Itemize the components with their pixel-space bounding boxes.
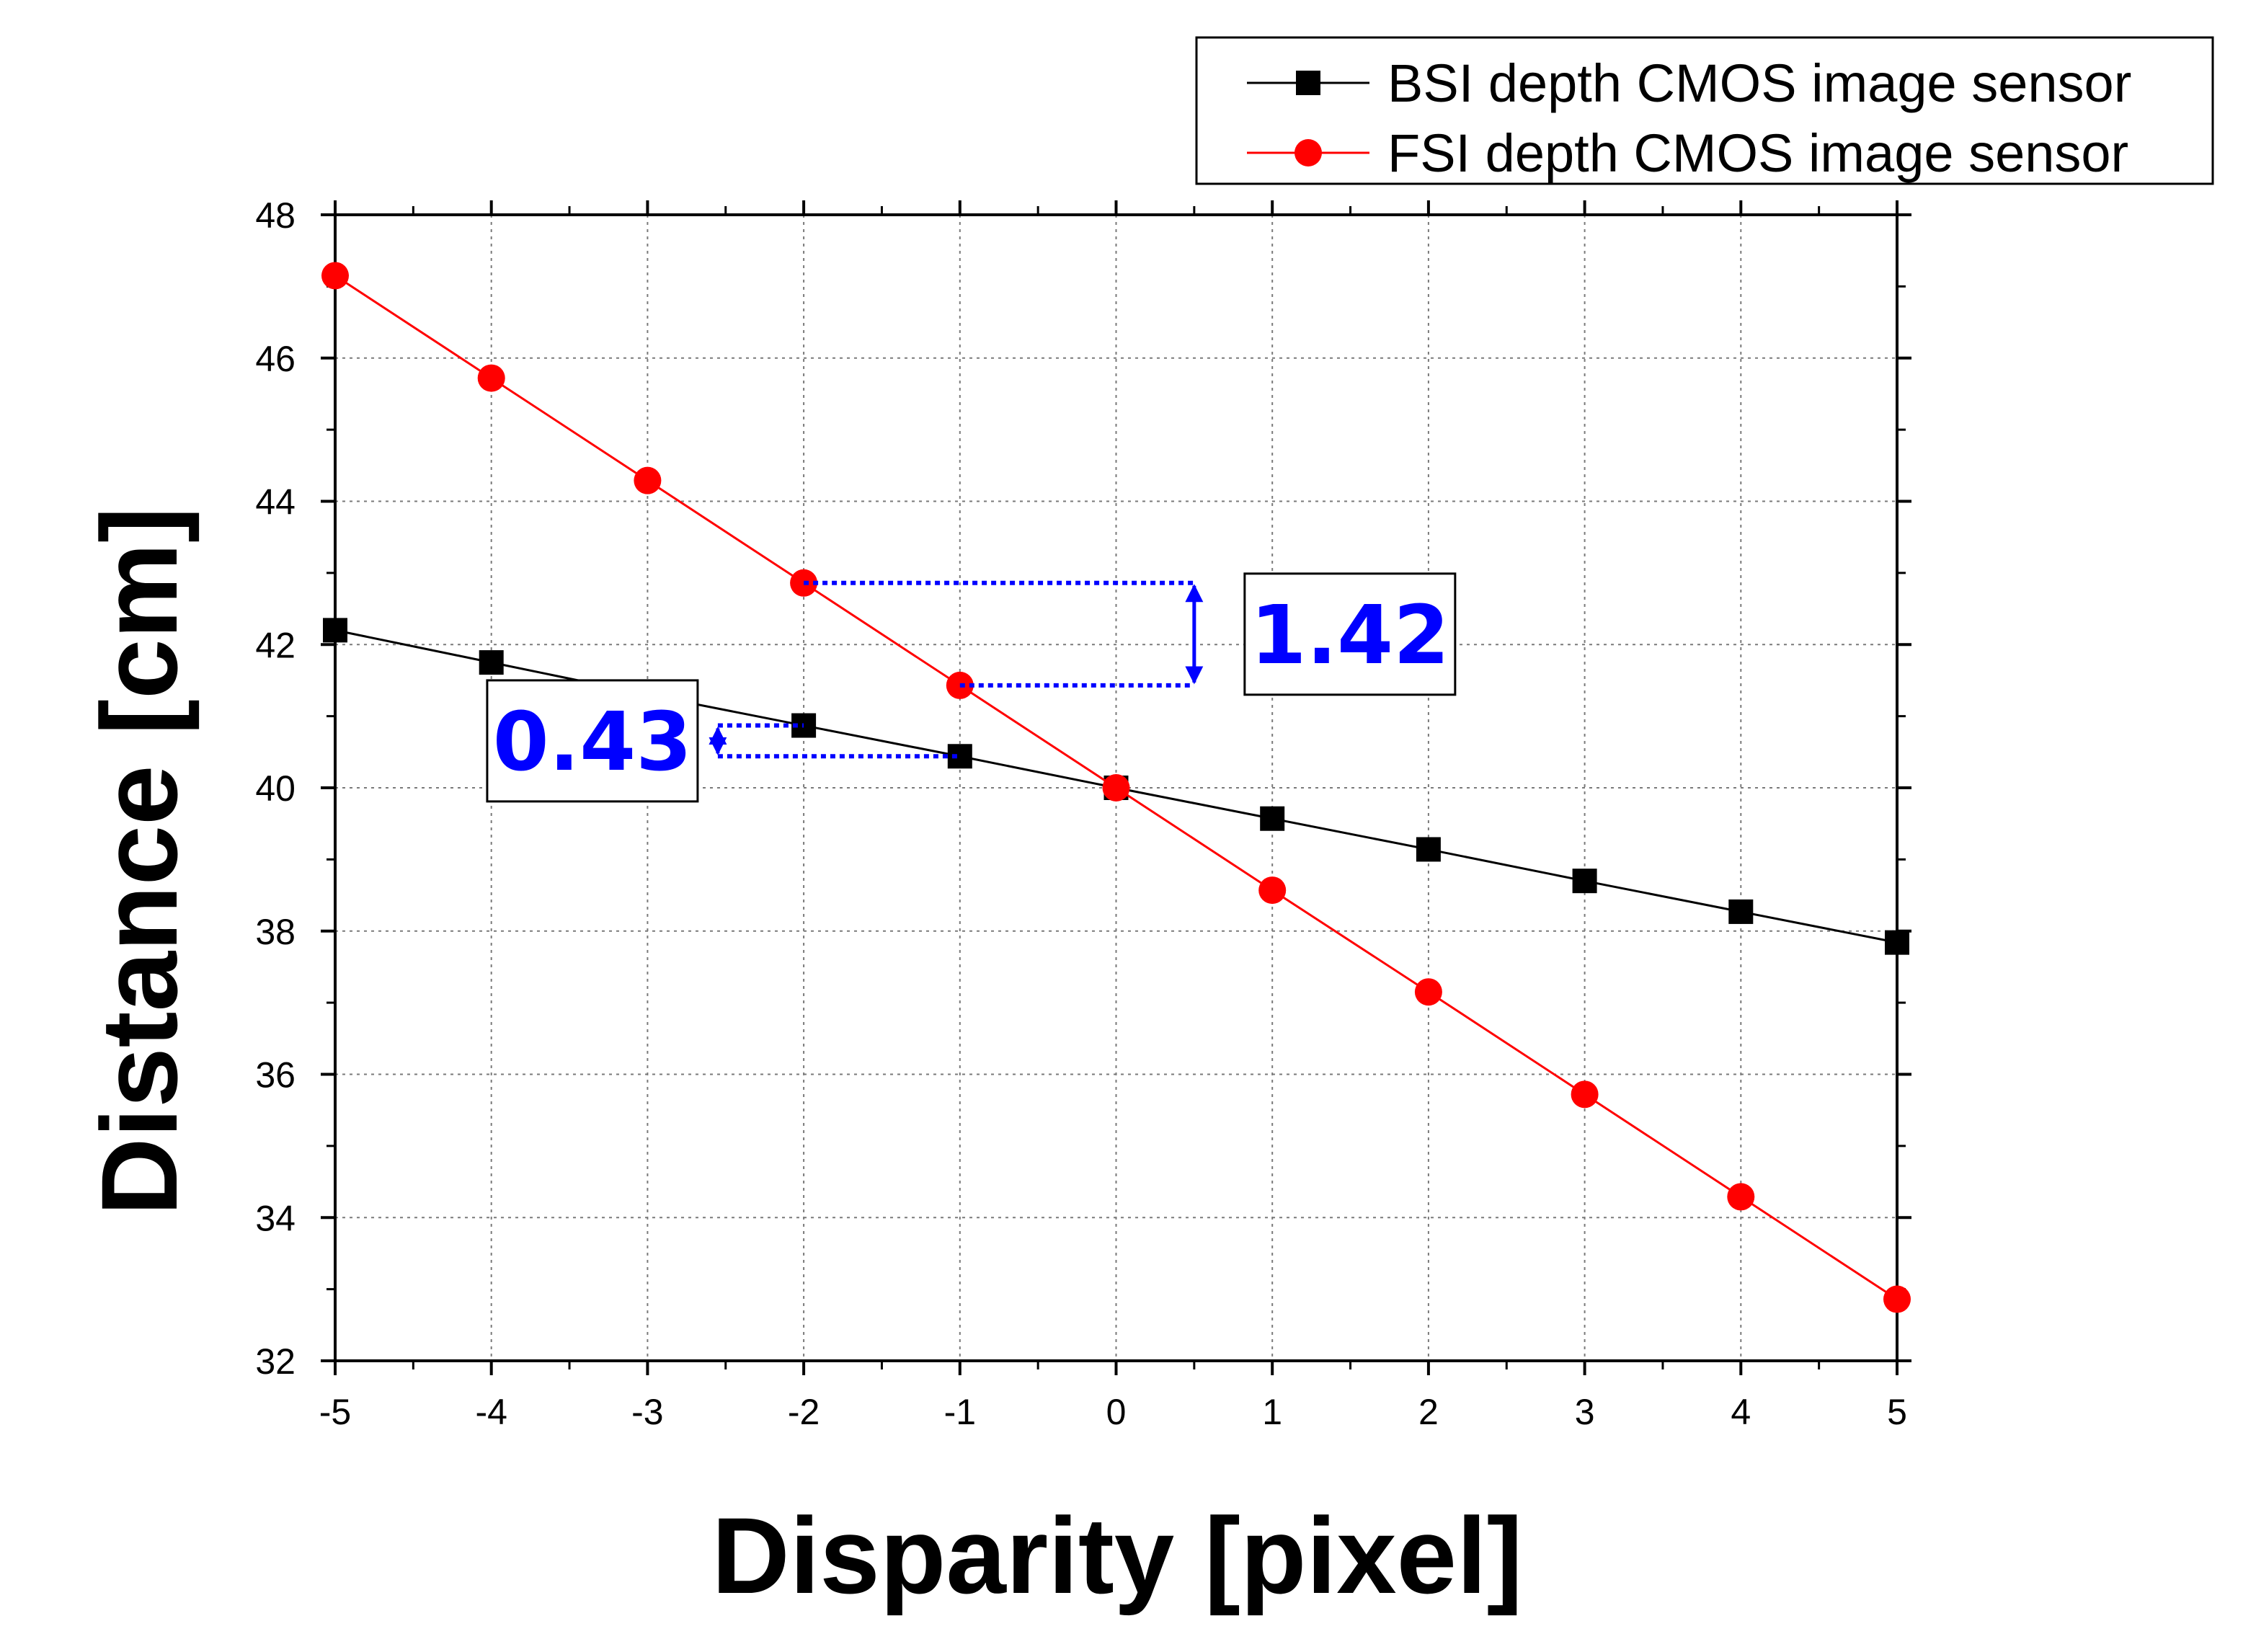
data-point-fsi [1102, 774, 1130, 801]
data-point-fsi [477, 364, 505, 392]
legend-marker-square [1296, 71, 1320, 95]
x-tick-label: 3 [1575, 1392, 1595, 1432]
data-point-fsi [1727, 1183, 1755, 1211]
annotations: 1.42 0.43 [486, 572, 1457, 803]
y-tick-label: 34 [255, 1198, 296, 1238]
legend-box [1195, 36, 2214, 185]
data-point-bsi [323, 618, 347, 643]
annotation-box [1243, 572, 1457, 696]
x-tick-label: -2 [788, 1392, 820, 1432]
data-point-bsi [947, 744, 972, 769]
data-point-bsi [1260, 806, 1285, 831]
x-tick-label: -4 [475, 1392, 507, 1432]
x-tick-label: 5 [1887, 1392, 1907, 1432]
annotation-label: 1.42 [1251, 589, 1449, 683]
data-point-bsi [1885, 930, 1909, 955]
x-tick-label: 4 [1731, 1392, 1751, 1432]
legend-label: BSI depth CMOS image sensor [1387, 53, 2131, 113]
axes [321, 200, 1911, 1375]
y-tick-label: 38 [255, 912, 296, 952]
x-axis-title: Disparity [pixel] [711, 1495, 1522, 1616]
y-tick-label: 40 [255, 768, 296, 809]
x-tick-label: 0 [1106, 1392, 1127, 1432]
annotation-label: 0.43 [493, 696, 692, 789]
annotation-box [486, 679, 699, 803]
legend-label: FSI depth CMOS image sensor [1387, 123, 2128, 183]
data-point-bsi [1728, 899, 1754, 924]
data-point-fsi [1414, 978, 1442, 1006]
data-point-fsi [634, 466, 662, 494]
y-axis-title: Distance [cm] [79, 507, 200, 1216]
x-tick-label: -1 [944, 1392, 976, 1432]
x-tick-label: 2 [1418, 1392, 1439, 1432]
x-tick-label: 1 [1262, 1392, 1282, 1432]
y-tick-label: 42 [255, 625, 296, 665]
data-point-fsi [321, 262, 349, 290]
data-point-bsi [1572, 869, 1597, 894]
data-point-bsi [479, 650, 504, 675]
y-tick-label: 48 [255, 195, 296, 236]
y-tick-label: 32 [255, 1341, 296, 1382]
x-tick-label: -3 [631, 1392, 663, 1432]
data-point-fsi [1571, 1080, 1599, 1109]
data-point-fsi [1258, 876, 1287, 905]
y-tick-label: 36 [255, 1055, 296, 1096]
y-tick-label: 46 [255, 339, 296, 379]
legend: BSI depth CMOS image sensor FSI depth CMO… [1195, 36, 2214, 185]
data-point-fsi [1883, 1285, 1911, 1313]
legend-marker-circle [1294, 139, 1322, 166]
y-tick-label: 44 [255, 482, 296, 523]
data-point-bsi [1416, 837, 1441, 862]
x-tick-label: -5 [319, 1392, 351, 1432]
